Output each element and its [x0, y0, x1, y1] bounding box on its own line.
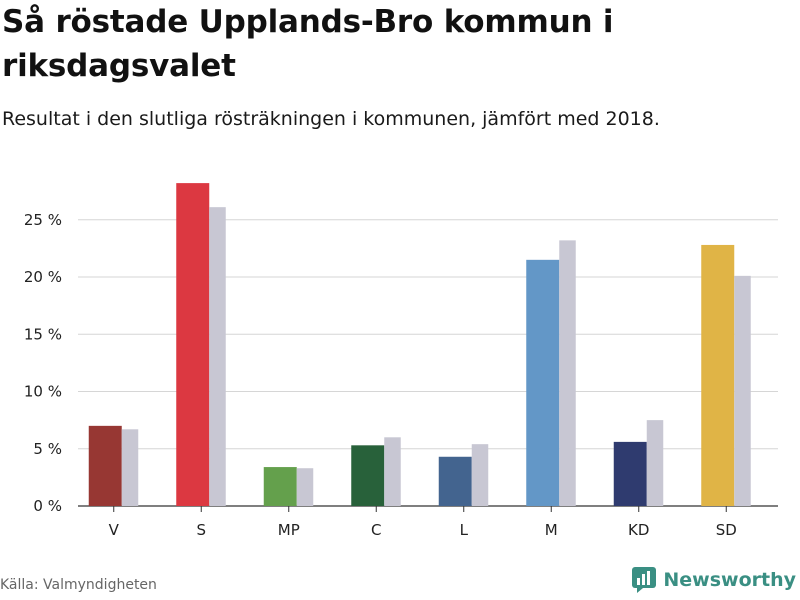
y-axis-ticks: 0 % 5 % 10 % 15 % 20 % 25 % — [24, 211, 62, 515]
x-tick-label: KD — [628, 521, 649, 539]
x-tick-label: SD — [716, 521, 737, 539]
bar-2022-l — [438, 456, 472, 506]
bar-2022-m — [526, 259, 560, 506]
bar-2018-s — [209, 207, 226, 506]
y-tick-label: 15 % — [24, 325, 62, 343]
x-tick-label: L — [460, 521, 469, 539]
bar-2022-v — [88, 425, 122, 506]
bar-2018-kd — [646, 420, 664, 506]
bar-2018-l — [471, 444, 489, 506]
bar-2022-c — [351, 445, 385, 506]
bar-2018-mp — [296, 468, 314, 506]
brand-name: Newsworthy — [663, 569, 796, 591]
bar-2018-v — [121, 429, 139, 506]
y-tick-label: 25 % — [24, 211, 62, 229]
bar-2022-kd — [613, 441, 647, 506]
bars — [88, 183, 751, 507]
bar-2022-s — [176, 183, 210, 507]
y-tick-label: 0 % — [33, 497, 62, 515]
x-axis-ticks: V S MP C L M KD SD — [109, 506, 737, 539]
newsworthy-logo-icon — [632, 567, 657, 593]
y-tick-label: 20 % — [24, 268, 62, 286]
x-tick-label: M — [545, 521, 558, 539]
bar-2018-sd — [734, 275, 751, 506]
brand-logo: Newsworthy — [631, 566, 796, 594]
bar-2022-mp — [263, 467, 297, 506]
x-tick-label: V — [109, 521, 120, 539]
y-tick-label: 5 % — [33, 440, 62, 458]
bar-chart: 0 % 5 % 10 % 15 % 20 % 25 % V S MP C L M KD SD — [24, 183, 778, 539]
source-note: Källa: Valmyndigheten — [0, 577, 157, 593]
bar-2022-sd — [701, 244, 735, 506]
x-tick-label: MP — [278, 521, 300, 539]
chart-title: Så röstade Upplands-Bro kommun i riksdag… — [2, 4, 614, 84]
x-tick-label: C — [371, 521, 381, 539]
y-tick-label: 10 % — [24, 383, 62, 401]
bar-2018-c — [384, 437, 401, 506]
bar-2018-m — [559, 240, 576, 507]
chart-subtitle: Resultat i den slutliga rösträkningen i … — [2, 108, 660, 130]
x-tick-label: S — [196, 521, 206, 539]
